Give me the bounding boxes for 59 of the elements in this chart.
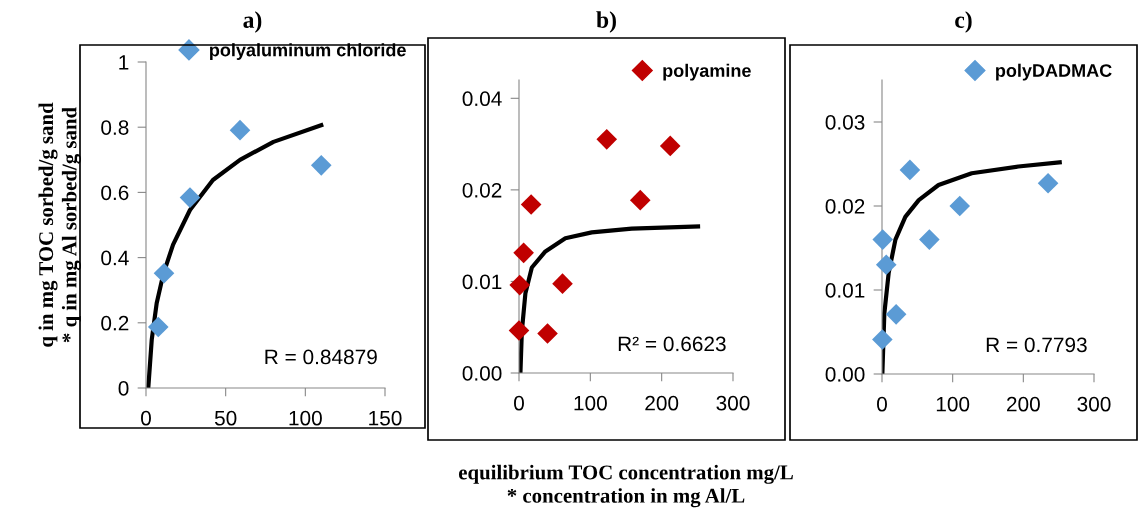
point <box>552 273 573 294</box>
y-tick-label: 0.03 <box>825 115 865 130</box>
y-tick-label: 0.01 <box>462 274 502 290</box>
y-tick-label: 0.04 <box>462 91 502 107</box>
point <box>229 119 251 141</box>
point <box>1037 173 1059 194</box>
x-tick-label: 0 <box>141 410 151 426</box>
x-tick-label: 0 <box>514 395 524 411</box>
x-tick-label: 100 <box>289 410 322 426</box>
x-tick-label: 200 <box>645 395 679 411</box>
y-tick-label: 0.02 <box>825 199 865 214</box>
point <box>153 262 175 284</box>
point <box>872 329 893 350</box>
point <box>513 242 534 264</box>
point <box>520 194 542 215</box>
y-tick-label: 0.00 <box>825 367 865 382</box>
y-tick-label: 0.00 <box>462 366 502 381</box>
point <box>508 320 530 341</box>
point <box>872 229 894 250</box>
y-tick-label: 0.4 <box>101 250 129 266</box>
x-tick-label: 100 <box>574 395 607 411</box>
point <box>179 187 201 208</box>
y-tick-label: 0.8 <box>101 120 129 135</box>
point <box>899 159 921 181</box>
legend-label: polyDADMAC <box>996 63 1112 81</box>
annotation: R = 0.84879 <box>265 349 377 365</box>
point <box>629 189 651 211</box>
point <box>537 323 558 344</box>
chart-title: a) <box>243 11 262 33</box>
legend-label: polyamine <box>663 63 751 81</box>
x-tick-label: 150 <box>369 410 402 426</box>
x-tick-label: 100 <box>936 396 970 412</box>
point <box>885 304 907 325</box>
y-axis-title: q in mg TOC sorbed/g sand * q in mg Al sorbed/g sand <box>38 102 81 347</box>
legend-label: polyaluminum chloride <box>210 43 406 60</box>
point <box>919 229 940 250</box>
point <box>659 135 681 157</box>
point <box>949 195 971 217</box>
y-tick-label: 0.6 <box>101 185 129 201</box>
point <box>147 316 169 338</box>
point <box>509 274 531 296</box>
point <box>596 129 618 150</box>
x-tick-label: 300 <box>1077 396 1111 412</box>
x-tick-label: 50 <box>214 410 237 426</box>
chart-title: b) <box>596 11 616 33</box>
y-tick-label: 0.2 <box>101 315 129 331</box>
chart-title: c) <box>955 11 972 33</box>
y-tick-label: 0 <box>118 381 129 396</box>
point <box>310 155 332 176</box>
x-tick-label: 200 <box>1007 396 1040 412</box>
point <box>875 254 897 276</box>
y-tick-label: 0.01 <box>825 283 865 298</box>
x-tick-label: 300 <box>716 395 750 411</box>
y-tick-label: 0.02 <box>462 182 502 198</box>
x-axis-title: equilibrium TOC concentration mg/L * concentration in mg Al/L <box>458 464 793 508</box>
annotation: R² = 0.6623 <box>618 336 726 352</box>
y-tick-label: 1 <box>119 55 129 70</box>
annotation: R = 0.7793 <box>986 337 1087 353</box>
x-tick-label: 0 <box>877 396 887 412</box>
